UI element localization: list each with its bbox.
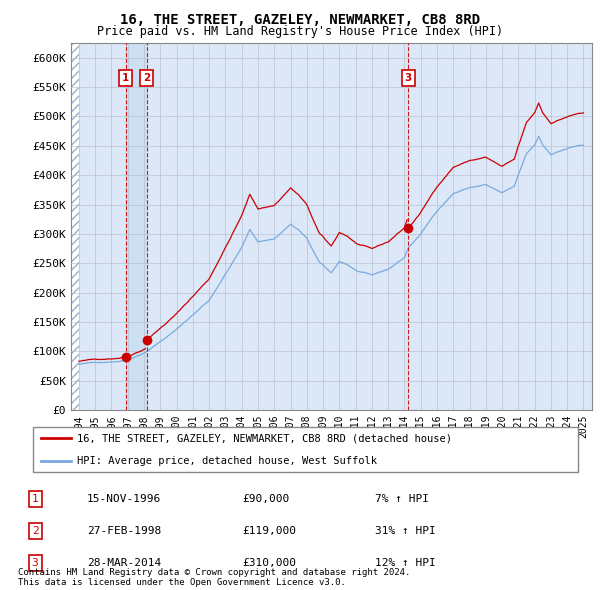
Text: 3: 3 (405, 73, 412, 83)
Text: 3: 3 (32, 558, 38, 568)
Text: 28-MAR-2014: 28-MAR-2014 (87, 558, 161, 568)
Text: 31% ↑ HPI: 31% ↑ HPI (375, 526, 436, 536)
Text: 1: 1 (122, 73, 130, 83)
Text: 2: 2 (32, 526, 38, 536)
Text: 16, THE STREET, GAZELEY, NEWMARKET, CB8 8RD: 16, THE STREET, GAZELEY, NEWMARKET, CB8 … (120, 13, 480, 27)
Text: 12% ↑ HPI: 12% ↑ HPI (375, 558, 436, 568)
Text: 2: 2 (143, 73, 150, 83)
Text: 27-FEB-1998: 27-FEB-1998 (87, 526, 161, 536)
Text: HPI: Average price, detached house, West Suffolk: HPI: Average price, detached house, West… (77, 457, 377, 467)
Text: £90,000: £90,000 (242, 494, 290, 504)
Text: 7% ↑ HPI: 7% ↑ HPI (375, 494, 429, 504)
Bar (71, 43, 79, 410)
FancyBboxPatch shape (33, 427, 578, 473)
Text: 15-NOV-1996: 15-NOV-1996 (87, 494, 161, 504)
Text: £310,000: £310,000 (242, 558, 296, 568)
Text: Contains HM Land Registry data © Crown copyright and database right 2024.: Contains HM Land Registry data © Crown c… (18, 568, 410, 577)
Text: 16, THE STREET, GAZELEY, NEWMARKET, CB8 8RD (detached house): 16, THE STREET, GAZELEY, NEWMARKET, CB8 … (77, 433, 452, 443)
Bar (126, 43, 146, 410)
Text: Price paid vs. HM Land Registry's House Price Index (HPI): Price paid vs. HM Land Registry's House … (97, 25, 503, 38)
Text: This data is licensed under the Open Government Licence v3.0.: This data is licensed under the Open Gov… (18, 578, 346, 587)
Text: £119,000: £119,000 (242, 526, 296, 536)
Text: 1: 1 (32, 494, 38, 504)
